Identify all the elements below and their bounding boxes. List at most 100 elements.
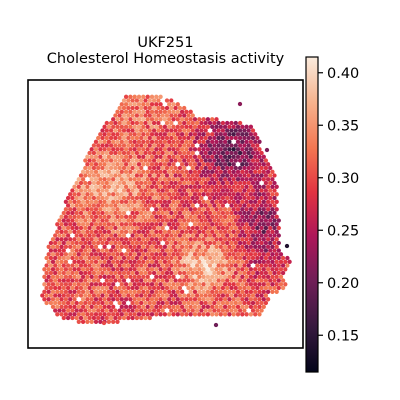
tissue-spot — [106, 252, 112, 257]
tissue-spot — [242, 203, 247, 208]
tissue-spot — [218, 162, 223, 167]
tissue-spot — [210, 169, 215, 174]
tissue-spot — [123, 124, 129, 129]
tissue-spot — [74, 180, 79, 186]
tissue-spot — [190, 293, 195, 298]
tissue-spot — [164, 210, 170, 216]
tissue-spot — [214, 222, 219, 227]
tissue-spot — [117, 113, 122, 118]
tissue-spot — [126, 143, 131, 148]
tissue-spot — [229, 128, 234, 133]
tissue-spot — [207, 248, 213, 253]
tissue-spot — [160, 135, 165, 141]
tissue-spot — [87, 150, 92, 156]
tissue-spot — [214, 177, 219, 182]
tissue-spot — [130, 225, 135, 231]
tissue-spot — [242, 255, 247, 261]
tissue-spot — [96, 188, 101, 193]
tissue-spot — [270, 207, 275, 212]
tissue-spot — [126, 188, 131, 193]
tissue-spot — [100, 248, 105, 253]
tissue-spot — [104, 165, 109, 171]
tissue-spot — [96, 248, 101, 253]
tissue-spot — [134, 263, 140, 268]
tissue-spot — [212, 300, 217, 306]
tissue-spot — [186, 113, 191, 118]
tissue-spot — [147, 98, 152, 103]
tissue-spot — [235, 192, 241, 197]
tissue-spot — [237, 158, 243, 163]
tissue-spot — [74, 248, 79, 253]
tissue-spot — [147, 233, 152, 238]
tissue-spot — [128, 154, 133, 159]
tissue-spot — [115, 259, 120, 264]
tissue-spot — [205, 169, 211, 174]
tissue-spot — [242, 195, 247, 201]
tissue-spot — [212, 263, 217, 268]
tissue-spot — [83, 173, 88, 178]
tissue-spot — [119, 207, 124, 212]
tissue-spot — [184, 184, 189, 189]
tissue-spot — [108, 300, 114, 306]
tissue-spot — [160, 293, 165, 298]
tissue-spot — [222, 222, 228, 227]
tissue-spot — [250, 240, 256, 246]
tissue-spot — [192, 297, 198, 302]
tissue-spot — [261, 282, 266, 287]
tissue-spot — [134, 285, 140, 291]
tissue-spot — [141, 139, 146, 144]
tissue-spot — [50, 274, 56, 279]
tissue-spot — [141, 124, 146, 129]
tissue-spot — [173, 135, 178, 141]
tissue-spot — [121, 113, 127, 118]
tissue-spot — [235, 207, 241, 212]
tissue-spot — [119, 109, 124, 114]
tissue-spot — [151, 293, 157, 298]
tissue-spot — [257, 289, 262, 294]
tissue-spot — [156, 120, 161, 126]
tissue-spot — [96, 300, 101, 306]
tissue-spot — [130, 120, 135, 126]
tissue-spot — [72, 274, 77, 279]
tissue-spot — [147, 203, 152, 208]
tissue-spot — [253, 289, 258, 294]
tissue-spot — [274, 244, 279, 249]
tissue-spot — [145, 192, 150, 197]
tissue-spot — [132, 207, 137, 212]
tissue-spot — [199, 240, 204, 246]
tissue-spot — [164, 270, 170, 276]
tissue-spot — [108, 278, 114, 283]
tissue-spot — [244, 169, 249, 174]
tissue-spot — [117, 173, 122, 178]
tissue-spot — [240, 222, 245, 227]
tissue-spot — [240, 162, 245, 167]
tissue-spot — [225, 143, 230, 148]
tissue-spot — [186, 158, 191, 163]
tissue-spot — [68, 244, 73, 249]
tissue-spot — [205, 259, 211, 264]
tissue-spot — [179, 184, 185, 189]
tissue-spot — [225, 225, 230, 231]
tissue-spot — [225, 293, 230, 298]
tissue-spot — [100, 188, 105, 193]
tissue-spot — [171, 117, 176, 122]
tissue-spot — [149, 154, 155, 159]
tissue-spot — [167, 169, 172, 174]
tissue-spot — [229, 278, 234, 283]
tissue-spot — [199, 188, 204, 193]
tissue-spot — [167, 177, 172, 182]
tissue-spot — [93, 222, 99, 227]
tissue-spot — [121, 143, 127, 148]
tissue-spot — [177, 225, 183, 231]
tissue-spot — [265, 282, 271, 287]
tissue-spot — [100, 180, 105, 186]
tissue-spot — [149, 199, 155, 204]
tissue-spot — [214, 147, 219, 152]
tissue-spot — [108, 135, 114, 141]
tissue-spot — [123, 154, 129, 159]
tissue-spot — [227, 207, 232, 212]
tissue-spot — [139, 300, 144, 306]
tissue-spot — [265, 169, 271, 174]
tissue-spot — [89, 267, 94, 272]
tissue-spot — [194, 233, 200, 238]
